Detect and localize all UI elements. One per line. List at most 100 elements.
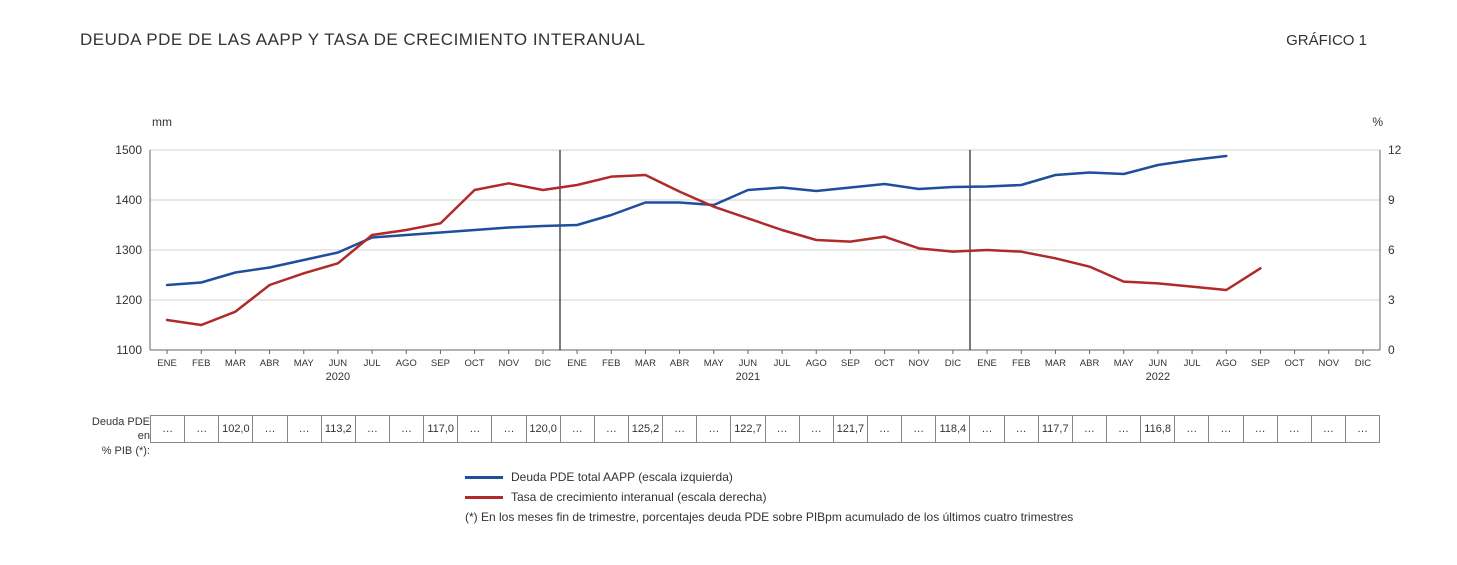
pib-cell: … [561, 416, 595, 442]
pib-label-line2: % PIB (*): [102, 445, 150, 457]
chart-number-label: GRÁFICO 1 [1286, 32, 1367, 49]
pib-cell: … [356, 416, 390, 442]
svg-text:AGO: AGO [1216, 358, 1237, 369]
legend-label-deuda: Deuda PDE total AAPP (escala izquierda) [511, 470, 733, 484]
svg-text:NOV: NOV [908, 358, 929, 369]
pib-cell: 116,8 [1141, 416, 1175, 442]
pib-cell: … [595, 416, 629, 442]
pib-table-label: Deuda PDE en % PIB (*): [80, 415, 150, 458]
svg-text:1500: 1500 [115, 143, 142, 157]
svg-text:MAR: MAR [635, 358, 656, 369]
svg-text:1200: 1200 [115, 293, 142, 307]
svg-text:SEP: SEP [841, 358, 860, 369]
svg-text:3: 3 [1388, 293, 1395, 307]
pib-cell: … [1346, 416, 1379, 442]
chart-title: DEUDA PDE DE LAS AAPP Y TASA DE CRECIMIE… [80, 30, 646, 50]
svg-text:FEB: FEB [192, 358, 210, 369]
svg-text:DIC: DIC [535, 358, 552, 369]
legend-footnote: (*) En los meses fin de trimestre, porce… [465, 510, 1073, 524]
svg-text:SEP: SEP [1251, 358, 1270, 369]
svg-text:ABR: ABR [260, 358, 280, 369]
svg-text:SEP: SEP [431, 358, 450, 369]
svg-text:ENE: ENE [157, 358, 177, 369]
pib-cell: … [766, 416, 800, 442]
svg-text:0: 0 [1388, 343, 1395, 357]
pib-cell: 117,7 [1039, 416, 1073, 442]
pib-cell: 120,0 [527, 416, 561, 442]
svg-text:OCT: OCT [875, 358, 895, 369]
pib-cell: … [390, 416, 424, 442]
pib-cell: … [868, 416, 902, 442]
pib-cell: … [970, 416, 1004, 442]
pib-cell: 117,0 [424, 416, 458, 442]
svg-text:FEB: FEB [602, 358, 620, 369]
pib-cell: … [1244, 416, 1278, 442]
svg-text:JUL: JUL [364, 358, 381, 369]
pib-cell: 125,2 [629, 416, 663, 442]
pib-cell: … [1073, 416, 1107, 442]
svg-text:ENE: ENE [977, 358, 997, 369]
pib-cell: … [492, 416, 526, 442]
chart-legend: Deuda PDE total AAPP (escala izquierda) … [465, 470, 1073, 524]
pib-row: ……102,0……113,2……117,0……120,0……125,2……122… [150, 415, 1380, 443]
svg-text:2022: 2022 [1146, 371, 1170, 383]
svg-text:MAY: MAY [294, 358, 315, 369]
legend-item-1: Deuda PDE total AAPP (escala izquierda) [465, 470, 1073, 484]
pib-cell: … [663, 416, 697, 442]
pib-label-line1: Deuda PDE en [92, 416, 150, 442]
svg-text:DIC: DIC [1355, 358, 1372, 369]
pib-cell: … [800, 416, 834, 442]
pib-cell: 113,2 [322, 416, 356, 442]
pib-cell: 121,7 [834, 416, 868, 442]
svg-text:DIC: DIC [945, 358, 962, 369]
pib-cell: … [902, 416, 936, 442]
legend-item-2: Tasa de crecimiento interanual (escala d… [465, 490, 1073, 504]
pib-cell: … [151, 416, 185, 442]
pib-cell: … [1107, 416, 1141, 442]
svg-text:OCT: OCT [1285, 358, 1305, 369]
svg-text:OCT: OCT [465, 358, 485, 369]
line-chart: 11001200130014001500036912ENEFEBMARABRMA… [150, 140, 1380, 400]
svg-text:JUN: JUN [329, 358, 348, 369]
legend-swatch-tasa [465, 496, 503, 499]
left-axis-unit: mm [152, 115, 172, 129]
svg-text:1400: 1400 [115, 193, 142, 207]
svg-text:JUN: JUN [1149, 358, 1168, 369]
legend-label-tasa: Tasa de crecimiento interanual (escala d… [511, 490, 766, 504]
pib-cell: 118,4 [936, 416, 970, 442]
svg-text:JUL: JUL [774, 358, 791, 369]
pib-cell: 122,7 [731, 416, 765, 442]
pib-cell: … [1209, 416, 1243, 442]
svg-text:MAY: MAY [1114, 358, 1135, 369]
pib-cell: 102,0 [219, 416, 253, 442]
svg-text:MAR: MAR [1045, 358, 1066, 369]
pib-cell: … [1175, 416, 1209, 442]
svg-text:1300: 1300 [115, 243, 142, 257]
svg-text:AGO: AGO [396, 358, 417, 369]
svg-text:JUN: JUN [739, 358, 758, 369]
pib-cell: … [1005, 416, 1039, 442]
svg-text:6: 6 [1388, 243, 1395, 257]
chart-header: DEUDA PDE DE LAS AAPP Y TASA DE CRECIMIE… [0, 0, 1457, 50]
pib-cell: … [185, 416, 219, 442]
svg-text:ENE: ENE [567, 358, 587, 369]
svg-text:9: 9 [1388, 193, 1395, 207]
svg-text:NOV: NOV [1318, 358, 1339, 369]
svg-text:ABR: ABR [670, 358, 690, 369]
svg-text:2020: 2020 [326, 371, 350, 383]
svg-text:2021: 2021 [736, 371, 760, 383]
svg-text:ABR: ABR [1080, 358, 1100, 369]
svg-text:AGO: AGO [806, 358, 827, 369]
pib-cell: … [458, 416, 492, 442]
svg-text:FEB: FEB [1012, 358, 1030, 369]
pib-cell: … [1278, 416, 1312, 442]
legend-swatch-deuda [465, 476, 503, 479]
svg-text:MAY: MAY [704, 358, 725, 369]
svg-text:NOV: NOV [498, 358, 519, 369]
pib-cell: … [697, 416, 731, 442]
right-axis-unit: % [1372, 115, 1383, 129]
pib-cell: … [1312, 416, 1346, 442]
pib-cell: … [288, 416, 322, 442]
svg-text:JUL: JUL [1184, 358, 1201, 369]
svg-text:12: 12 [1388, 143, 1402, 157]
